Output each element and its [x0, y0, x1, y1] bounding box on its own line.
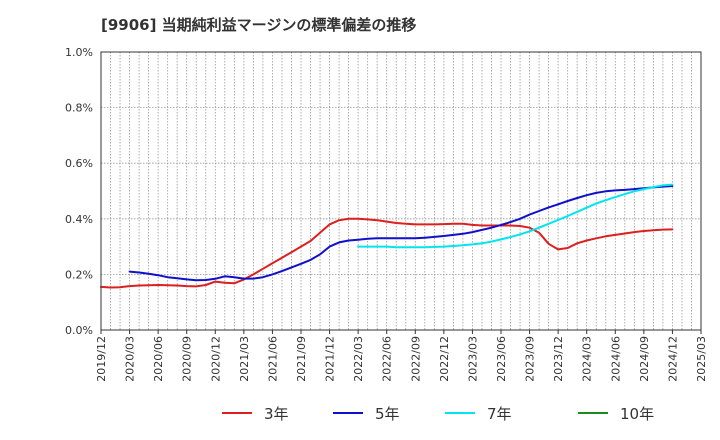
grid-lines — [101, 52, 701, 330]
axes: 0.0% 0.2% 0.4% 0.6% 0.8% 1.0% 2019/12 2020/03 20… — [65, 46, 708, 382]
x-tick-label: 2021/06 — [266, 336, 279, 382]
legend-label: 10年 — [620, 405, 654, 423]
legend-label: 5年 — [375, 405, 400, 423]
y-tick-label: 0.8% — [65, 102, 93, 115]
plot-frame — [100, 51, 702, 331]
x-tick-label: 2023/12 — [552, 336, 565, 382]
x-tick-label: 2020/06 — [152, 336, 165, 382]
legend: 3年 5年 7年 10年 — [222, 405, 654, 423]
legend-label: 7年 — [487, 405, 512, 423]
y-tick-label: 1.0% — [65, 46, 93, 59]
x-tick-label: 2023/06 — [495, 336, 508, 382]
x-tick-label: 2024/09 — [638, 336, 651, 382]
x-tick-label: 2020/03 — [124, 336, 137, 382]
series-line-5年 — [128, 185, 674, 282]
x-tick-label: 2024/06 — [609, 336, 622, 382]
x-tick-label: 2019/12 — [95, 336, 108, 382]
x-tick-label: 2023/03 — [466, 336, 479, 382]
x-tick-label: 2020/12 — [209, 336, 222, 382]
x-tick-label: 2022/06 — [381, 336, 394, 382]
x-tick-label: 2024/03 — [581, 336, 594, 382]
series-lines — [100, 183, 674, 289]
x-tick-label: 2022/09 — [409, 336, 422, 382]
chart-title: [9906] 当期純利益マージンの標準偏差の推移 — [101, 16, 417, 34]
x-tick-label: 2023/09 — [524, 336, 537, 382]
x-tick-label: 2021/12 — [324, 336, 337, 382]
y-tick-label: 0.0% — [65, 324, 93, 337]
legend-label: 3年 — [264, 405, 289, 423]
series-line-7年 — [357, 183, 674, 249]
x-tick-label: 2024/12 — [666, 336, 679, 382]
y-tick-label: 0.6% — [65, 157, 93, 170]
x-tick-label: 2025/03 — [695, 336, 708, 382]
x-tick-label: 2022/12 — [438, 336, 451, 382]
x-tick-label: 2021/09 — [295, 336, 308, 382]
y-tick-label: 0.2% — [65, 268, 93, 281]
x-tick-label: 2022/03 — [352, 336, 365, 382]
x-tick-label: 2021/03 — [238, 336, 251, 382]
y-tick-label: 0.4% — [65, 213, 93, 226]
series-line-3年 — [100, 217, 674, 289]
x-tick-label: 2020/09 — [181, 336, 194, 382]
